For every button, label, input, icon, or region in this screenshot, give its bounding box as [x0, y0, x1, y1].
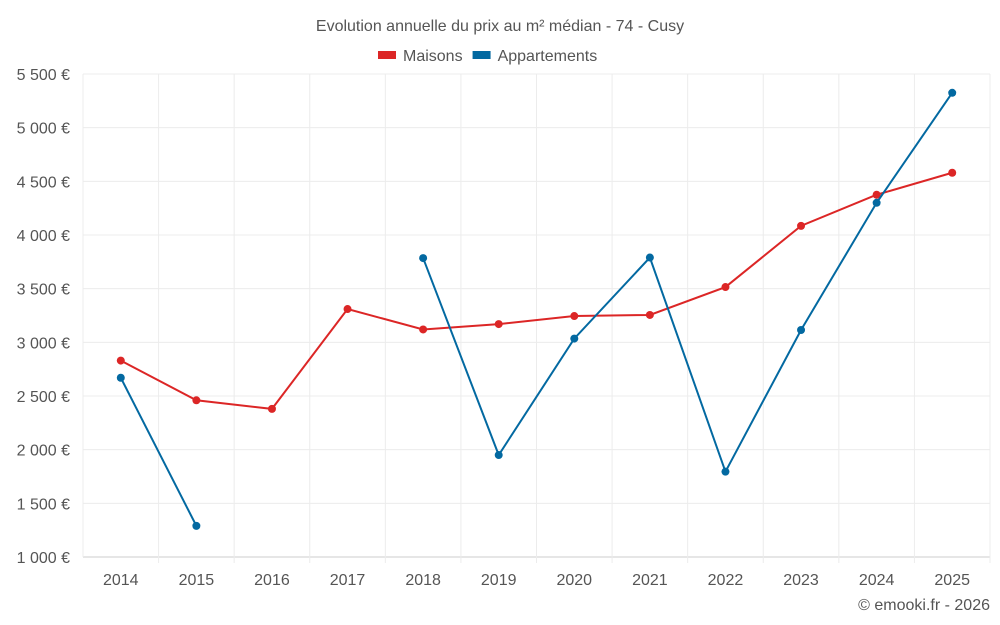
legend-swatch: [378, 51, 396, 59]
x-tick-label: 2018: [405, 572, 441, 589]
x-tick-label: 2025: [934, 572, 970, 589]
series-line: [120, 171, 953, 410]
data-point: [419, 254, 428, 263]
data-point: [494, 451, 503, 460]
y-tick-label: 1 000 €: [17, 550, 70, 567]
y-tick-label: 2 500 €: [17, 389, 70, 406]
series-line: [119, 377, 198, 527]
series-line: [422, 92, 954, 475]
legend-swatch: [472, 51, 491, 59]
data-point: [570, 334, 579, 343]
x-tick-label: 2023: [783, 572, 819, 589]
x-tick-label: 2014: [103, 572, 139, 589]
data-point: [267, 404, 276, 413]
x-tick-label: 2017: [330, 572, 366, 589]
y-tick-label: 2 000 €: [17, 443, 70, 460]
x-tick-label: 2020: [556, 572, 592, 589]
data-point: [192, 521, 201, 530]
data-point: [721, 467, 730, 476]
y-tick-label: 5 000 €: [17, 121, 70, 138]
y-tick-label: 5 500 €: [17, 67, 70, 84]
y-tick-label: 4 500 €: [17, 174, 70, 191]
data-point: [645, 310, 654, 319]
data-point: [872, 198, 881, 207]
data-point: [948, 168, 957, 177]
legend-label: Maisons: [403, 48, 463, 65]
legend-label: Appartements: [498, 48, 598, 65]
x-tick-label: 2016: [254, 572, 290, 589]
legend: Maisons Appartements: [378, 48, 597, 65]
data-point: [570, 312, 579, 321]
data-point: [721, 283, 730, 292]
series-maisons: [116, 168, 957, 413]
data-point: [116, 356, 125, 365]
data-point: [494, 320, 503, 329]
y-tick-label: 4 000 €: [17, 228, 70, 245]
chart-title: Evolution annuelle du prix au m² médian …: [316, 18, 684, 35]
y-axis: 1 000 € 1 500 € 2 000 € 2 500 € 3 000 € 3 500…: [17, 67, 70, 567]
grid: [82, 73, 991, 563]
data-point: [419, 325, 428, 334]
data-point: [872, 190, 881, 199]
x-tick-label: 2024: [859, 572, 895, 589]
credit-text: © emooki.fr - 2026: [858, 597, 990, 614]
series-layer: [116, 88, 957, 530]
data-point: [116, 373, 125, 382]
y-tick-label: 1 500 €: [17, 496, 70, 513]
x-axis: 2014 2015 2016 2017 2018 2019 2020 2021 2022 2023…: [103, 572, 970, 589]
series-appartements: [116, 88, 957, 530]
x-tick-label: 2021: [632, 572, 668, 589]
data-point: [797, 325, 806, 334]
data-point: [797, 221, 806, 230]
data-point: [192, 396, 201, 405]
y-tick-label: 3 000 €: [17, 335, 70, 352]
data-point: [948, 88, 957, 97]
data-point: [645, 253, 654, 262]
x-tick-label: 2015: [179, 572, 215, 589]
x-tick-label: 2019: [481, 572, 517, 589]
x-tick-label: 2022: [708, 572, 744, 589]
y-tick-label: 3 500 €: [17, 282, 70, 299]
data-point: [343, 305, 352, 314]
